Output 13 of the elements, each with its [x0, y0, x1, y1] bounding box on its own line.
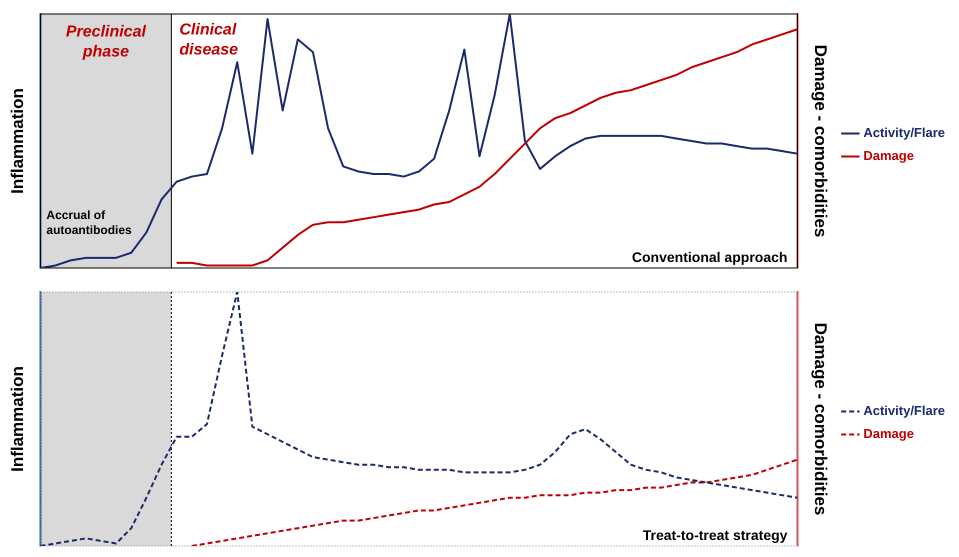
legend-label: Activity/Flare — [863, 403, 946, 418]
y-axis-title: Inflammation — [8, 366, 27, 472]
y-axis-title: Inflammation — [8, 88, 27, 194]
annotation: Preclinical phase — [66, 23, 146, 60]
legend-label: Damage — [863, 426, 914, 442]
y2-axis-title: Damage - comorbidities — [810, 44, 830, 238]
legend-label: Activity/Flare — [863, 125, 946, 140]
legend-label: Damage — [863, 148, 914, 164]
annotation: Treat-to-treat strategy — [642, 526, 788, 543]
y2-axis-title: Damage - comorbidities — [810, 322, 830, 516]
annotation: Clinical disease — [179, 21, 238, 58]
annotation: Accrual of autoantibodies — [46, 208, 132, 237]
annotation: Conventional approach — [632, 248, 788, 265]
